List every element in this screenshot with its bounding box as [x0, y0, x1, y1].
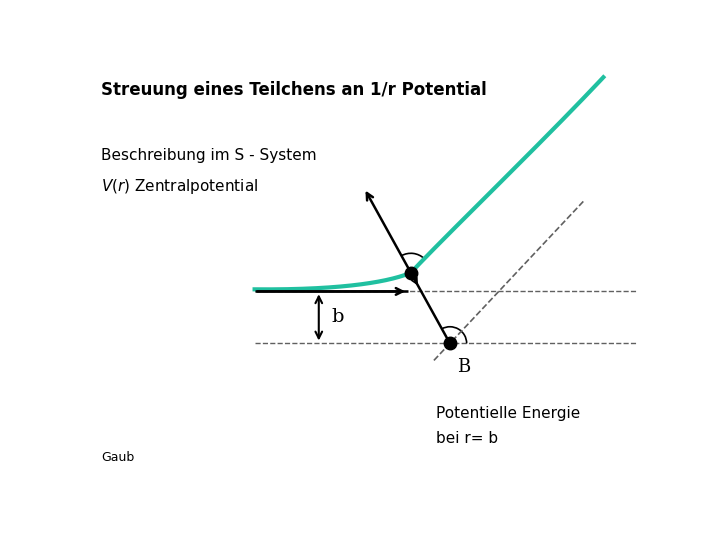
- Text: b: b: [331, 308, 343, 326]
- Text: $V(r)$ Zentralpotential: $V(r)$ Zentralpotential: [101, 177, 258, 196]
- Text: Potentielle Energie: Potentielle Energie: [436, 406, 580, 421]
- Text: Streuung eines Teilchens an 1/r Potential: Streuung eines Teilchens an 1/r Potentia…: [101, 82, 487, 99]
- Text: Beschreibung im S - System: Beschreibung im S - System: [101, 148, 317, 163]
- Text: bei r= b: bei r= b: [436, 431, 498, 445]
- Text: Gaub: Gaub: [101, 451, 135, 464]
- Text: B: B: [456, 358, 470, 376]
